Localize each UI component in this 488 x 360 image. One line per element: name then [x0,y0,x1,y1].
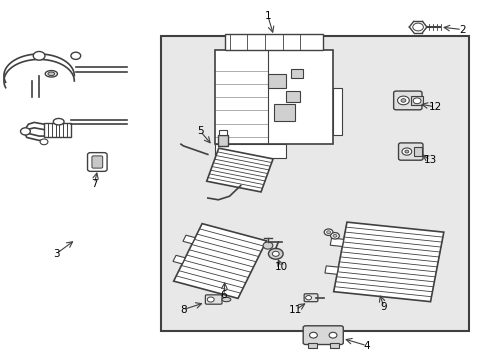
Circle shape [40,139,48,145]
Ellipse shape [53,118,64,125]
Circle shape [404,150,408,153]
Text: 9: 9 [380,302,386,312]
FancyBboxPatch shape [398,143,422,160]
FancyBboxPatch shape [304,294,317,302]
Circle shape [263,242,272,249]
Bar [215,50,332,144]
FancyBboxPatch shape [205,295,222,304]
Bar [329,238,343,247]
Bar [273,104,294,121]
Bar [410,96,422,105]
Circle shape [400,99,405,102]
Text: 13: 13 [423,155,436,165]
Bar [291,69,303,78]
Circle shape [412,98,420,104]
Bar [267,74,285,88]
Ellipse shape [45,71,58,77]
Bar [307,343,316,348]
Bar [217,135,228,146]
Circle shape [328,332,336,338]
Bar [329,343,338,348]
Bar [215,144,285,158]
Bar [224,34,322,50]
Text: 12: 12 [427,102,441,112]
FancyBboxPatch shape [87,153,107,171]
Bar [206,148,272,192]
Text: 3: 3 [53,249,60,259]
Text: 10: 10 [274,262,287,272]
Text: 2: 2 [458,24,465,35]
Text: 6: 6 [220,290,227,300]
Circle shape [326,231,330,234]
Circle shape [324,229,332,235]
Bar [413,147,422,156]
Bar [173,224,266,298]
Circle shape [272,251,279,256]
Bar [332,88,342,135]
Circle shape [397,96,408,105]
Text: 11: 11 [288,305,302,315]
Circle shape [330,233,339,239]
Circle shape [20,128,30,135]
Bar [161,36,468,331]
Circle shape [412,23,423,31]
Text: 4: 4 [363,341,369,351]
Bar [173,255,185,264]
Circle shape [309,332,317,338]
FancyBboxPatch shape [393,91,421,110]
Circle shape [305,296,311,300]
Circle shape [71,52,81,59]
FancyBboxPatch shape [92,156,102,168]
Bar [183,235,195,244]
Ellipse shape [48,72,55,76]
Bar [219,130,226,135]
Bar [44,123,71,137]
Bar [285,91,299,102]
Bar [324,266,338,274]
Circle shape [207,297,214,302]
FancyBboxPatch shape [303,326,343,345]
Bar [333,222,443,302]
Text: 7: 7 [91,179,98,189]
Text: 8: 8 [180,305,186,315]
Circle shape [401,148,411,155]
Circle shape [268,248,283,259]
Circle shape [33,51,45,60]
Text: 1: 1 [264,11,271,21]
Text: 5: 5 [197,126,203,136]
Circle shape [332,234,336,237]
Ellipse shape [222,297,230,302]
